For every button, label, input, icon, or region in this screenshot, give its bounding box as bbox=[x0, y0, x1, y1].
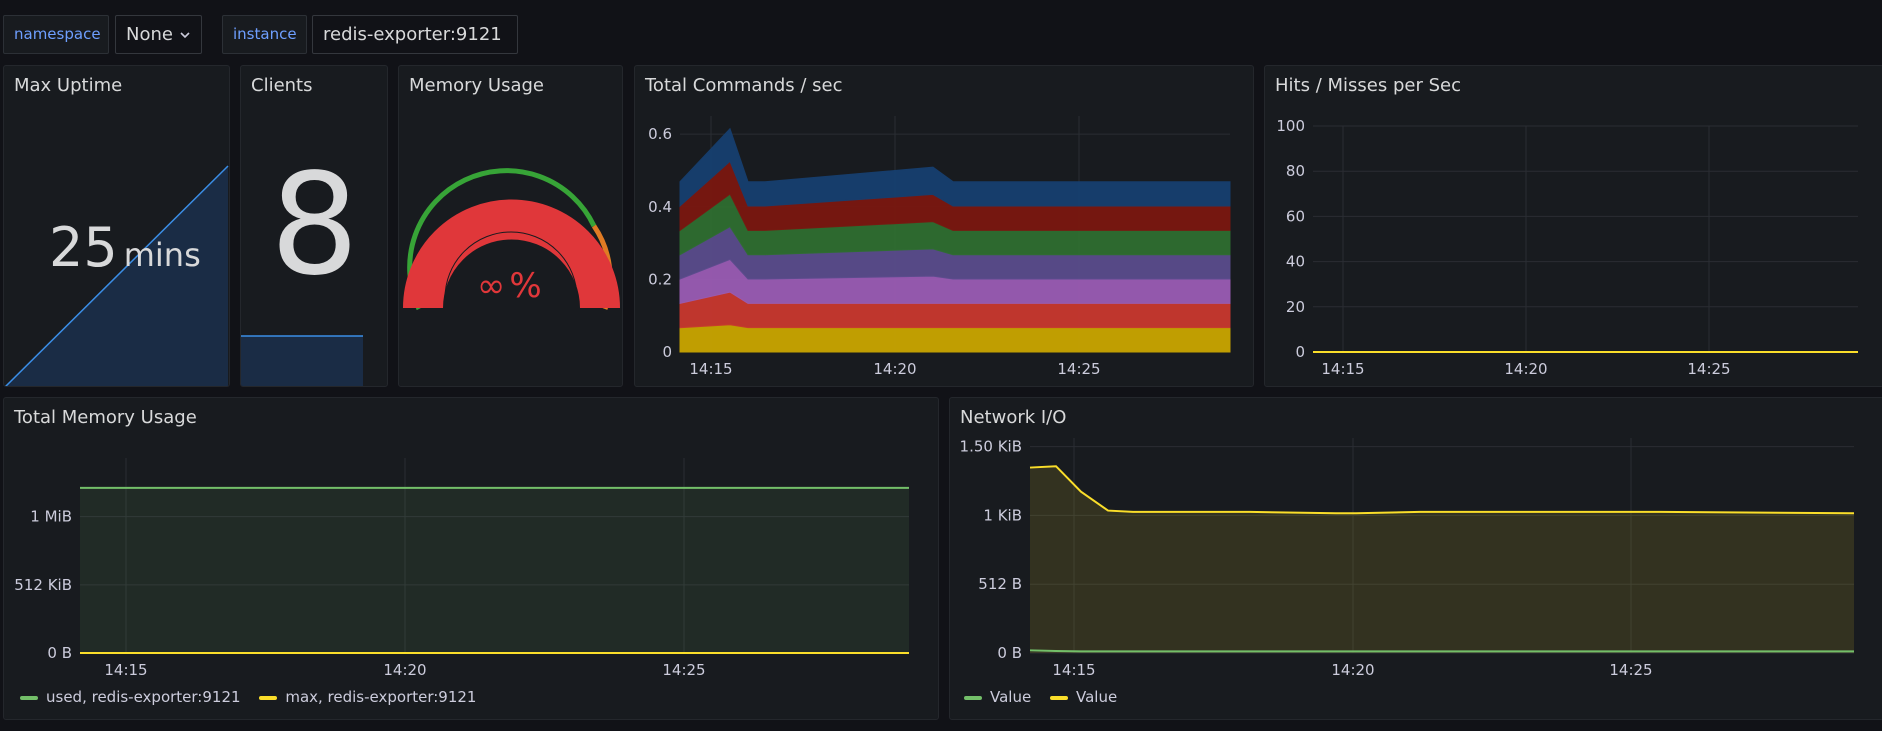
y-tick-label: 0 B bbox=[47, 644, 72, 662]
y-tick-label: 512 B bbox=[978, 575, 1022, 593]
y-tick-label: 20 bbox=[1286, 298, 1305, 316]
panel-title: Clients bbox=[251, 75, 313, 96]
variable-label-instance: instance bbox=[222, 15, 307, 54]
x-tick-label: 14:15 bbox=[1321, 360, 1364, 378]
hits-chart: 0 20 40 60 80 100 14:15 14:20 14:25 bbox=[1276, 117, 1858, 378]
y-tick-label: 0.4 bbox=[648, 198, 672, 216]
panel-title: Total Commands / sec bbox=[645, 75, 843, 96]
clients-value: 8 bbox=[270, 144, 360, 307]
panel-hits-misses[interactable]: Hits / Misses per Sec 0 20 40 60 80 100 14:15 1… bbox=[1264, 65, 1882, 387]
y-tick-label: 60 bbox=[1286, 207, 1305, 225]
y-tick-label: 0 bbox=[662, 343, 672, 361]
x-tick-label: 14:25 bbox=[1057, 360, 1100, 378]
x-tick-label: 14:15 bbox=[1052, 661, 1095, 679]
y-tick-label: 0 bbox=[1295, 343, 1305, 361]
memory-gauge bbox=[403, 168, 620, 311]
panel-total-commands[interactable]: Total Commands / sec 0 0.2 0.4 0.6 14:15 14:2… bbox=[634, 65, 1254, 387]
series-area bbox=[679, 127, 1231, 208]
panel-max-uptime[interactable]: Max Uptime 25 mins bbox=[3, 65, 230, 387]
panel-title: Network I/O bbox=[960, 407, 1067, 428]
legend-item[interactable]: Value bbox=[1049, 688, 1117, 706]
memory-usage-unit: % bbox=[509, 266, 542, 306]
uptime-sparkline bbox=[4, 165, 229, 386]
x-tick-label: 14:25 bbox=[1687, 360, 1730, 378]
series-area bbox=[679, 324, 1231, 353]
panel-title: Hits / Misses per Sec bbox=[1275, 75, 1461, 96]
variable-label-namespace: namespace bbox=[3, 15, 109, 54]
y-tick-label: 100 bbox=[1276, 117, 1305, 135]
legend-item[interactable]: Value bbox=[964, 688, 1031, 706]
y-tick-label: 40 bbox=[1286, 253, 1305, 271]
x-tick-label: 14:25 bbox=[662, 661, 705, 679]
y-tick-label: 80 bbox=[1286, 162, 1305, 180]
namespace-value: None bbox=[126, 24, 173, 45]
memory-usage-value: ∞ bbox=[477, 266, 506, 306]
x-tick-label: 14:15 bbox=[104, 661, 147, 679]
clients-sparkline bbox=[241, 335, 363, 386]
panel-title: Memory Usage bbox=[409, 75, 545, 96]
series-line bbox=[1029, 465, 1855, 515]
x-tick-label: 14:25 bbox=[1609, 661, 1652, 679]
series-line bbox=[1029, 649, 1854, 653]
y-tick-label: 512 KiB bbox=[14, 576, 72, 594]
instance-value: redis-exporter:9121 bbox=[323, 24, 502, 45]
y-tick-label: 1 MiB bbox=[30, 508, 72, 526]
uptime-value: 25 bbox=[49, 216, 118, 279]
panel-clients[interactable]: Clients 8 bbox=[240, 65, 388, 387]
commands-chart: 0 0.2 0.4 0.6 14:15 14:20 14:25 bbox=[648, 116, 1231, 378]
namespace-select[interactable]: None bbox=[115, 15, 202, 54]
legend: Value Value bbox=[964, 688, 1131, 706]
series-area bbox=[1030, 466, 1854, 653]
legend-item[interactable]: max, redis-exporter:9121 bbox=[259, 688, 476, 706]
y-tick-label: 0.2 bbox=[648, 270, 672, 288]
series-area bbox=[80, 487, 909, 653]
instance-select[interactable]: redis-exporter:9121 bbox=[312, 15, 518, 76]
panel-memory-usage[interactable]: Memory Usage ∞% bbox=[398, 65, 623, 387]
x-tick-label: 14:20 bbox=[873, 360, 916, 378]
legend: used, redis-exporter:9121 max, redis-exp… bbox=[20, 688, 490, 706]
panel-total-memory[interactable]: Total Memory Usage 0 B 512 KiB 1 MiB 14:15 1… bbox=[3, 397, 939, 720]
panel-title: Total Memory Usage bbox=[14, 407, 197, 428]
uptime-unit: mins bbox=[123, 236, 201, 274]
x-tick-label: 14:15 bbox=[689, 360, 732, 378]
legend-item[interactable]: used, redis-exporter:9121 bbox=[20, 688, 241, 706]
network-chart: 0 B 512 B 1 KiB 1.50 KiB 14:15 14:20 14:25 bbox=[960, 438, 1855, 679]
y-tick-label: 1 KiB bbox=[983, 506, 1022, 524]
x-tick-label: 14:20 bbox=[1504, 360, 1547, 378]
panel-title: Max Uptime bbox=[14, 75, 123, 96]
y-tick-label: 0 B bbox=[997, 644, 1022, 662]
x-tick-label: 14:20 bbox=[383, 661, 426, 679]
panel-network-io[interactable]: Network I/O 0 B 512 B 1 KiB 1.50 KiB 14:15 14… bbox=[949, 397, 1882, 720]
y-tick-label: 0.6 bbox=[648, 125, 672, 143]
chevron-down-icon bbox=[180, 32, 190, 39]
y-tick-label: 1.50 KiB bbox=[960, 438, 1022, 456]
total-memory-chart: 0 B 512 KiB 1 MiB 14:15 14:20 14:25 bbox=[14, 458, 909, 679]
x-tick-label: 14:20 bbox=[1331, 661, 1374, 679]
